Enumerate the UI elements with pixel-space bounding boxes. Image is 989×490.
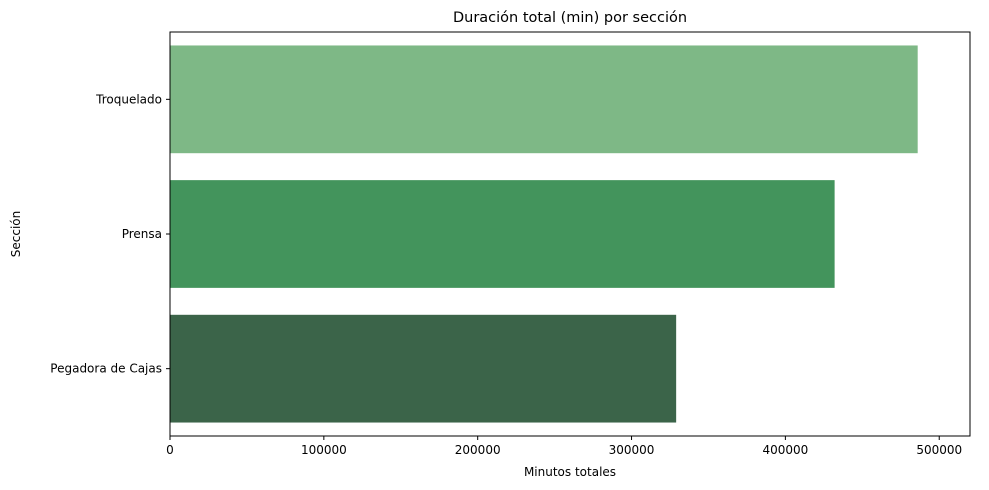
x-tick-label: 0	[166, 443, 174, 457]
bars-group	[170, 45, 918, 423]
x-tick-label: 400000	[762, 443, 808, 457]
bar-pegadora-de-cajas	[170, 314, 677, 423]
x-tick-label: 100000	[301, 443, 347, 457]
x-tick-label: 200000	[455, 443, 501, 457]
x-axis-label: Minutos totales	[524, 465, 616, 479]
x-tick-label: 300000	[609, 443, 655, 457]
y-tick-label: Pegadora de Cajas	[50, 362, 162, 376]
bar-troquelado	[170, 45, 918, 154]
y-axis-label: Sección	[9, 211, 23, 257]
x-axis: 0 100000 200000 300000 400000 500000	[166, 436, 962, 457]
x-tick-label: 500000	[916, 443, 962, 457]
y-axis: Troquelado Prensa Pegadora de Cajas	[50, 92, 170, 376]
chart-title: Duración total (min) por sección	[453, 10, 687, 26]
y-tick-label: Prensa	[122, 227, 162, 241]
bar-prensa	[170, 180, 835, 288]
y-tick-label: Troquelado	[95, 92, 162, 106]
